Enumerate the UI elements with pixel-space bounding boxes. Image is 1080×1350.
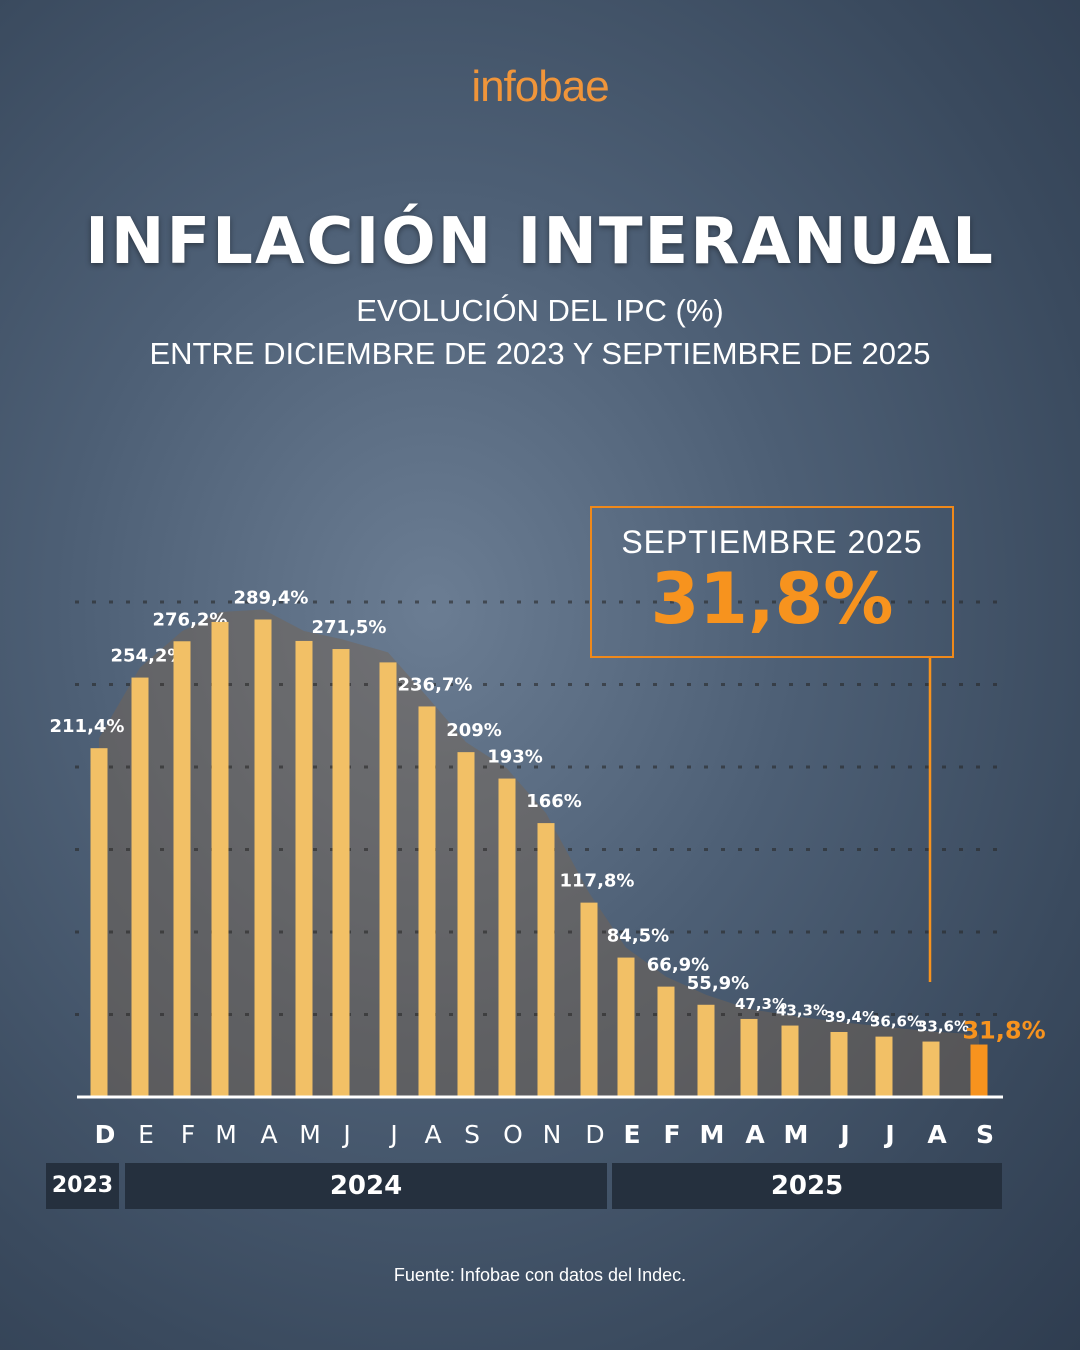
data-label: 289,4% [234, 587, 309, 608]
data-label: 193% [487, 747, 543, 768]
x-tick-label: S [464, 1120, 480, 1149]
x-tick-label: D [95, 1120, 116, 1149]
data-label: 271,5% [312, 617, 387, 638]
callout-label: SEPTIEMBRE 2025 [621, 524, 923, 560]
bar-20 [922, 1041, 940, 1097]
data-label: 33,6% [917, 1018, 969, 1036]
data-label: 31,8% [962, 1017, 1045, 1045]
x-tick-label: S [976, 1120, 994, 1149]
x-tick-label: A [260, 1120, 277, 1149]
x-tick-label: M [299, 1120, 321, 1149]
x-tick-label: J [883, 1120, 894, 1149]
bar-15 [697, 1004, 715, 1097]
year-band-2025: 2025 [612, 1163, 1002, 1209]
bar-10 [498, 778, 516, 1097]
x-tick-label: F [663, 1120, 680, 1149]
highlight-callout: SEPTIEMBRE 2025 31,8% [590, 506, 954, 658]
data-label: 47,3% [735, 995, 787, 1013]
source-note: Fuente: Infobae con datos del Indec. [393, 1265, 687, 1285]
data-label: 55,9% [687, 973, 749, 994]
bar-13 [617, 957, 635, 1097]
bar-14 [657, 986, 675, 1097]
x-tick-label: M [700, 1120, 725, 1149]
bar-8 [418, 706, 436, 1097]
bar-19 [875, 1036, 893, 1097]
x-tick-label: E [623, 1120, 640, 1149]
data-label: 117,8% [560, 871, 635, 892]
bar-0 [90, 748, 108, 1097]
data-label: 209% [446, 720, 502, 741]
year-band-2024: 2024 [125, 1163, 607, 1209]
bar-12 [580, 902, 598, 1097]
x-tick-label: N [543, 1120, 562, 1149]
data-label: 236,7% [398, 674, 473, 695]
data-label: 166% [526, 791, 582, 812]
bar-5 [295, 640, 313, 1097]
chart-subtitle-line2: ENTRE DICIEMBRE DE 2023 Y SEPTIEMBRE DE … [149, 336, 931, 371]
chart-subtitle-line1: EVOLUCIÓN DEL IPC (%) [356, 293, 724, 328]
x-tick-label: J [341, 1120, 350, 1149]
data-label: 211,4% [50, 716, 125, 737]
x-tick-label: D [585, 1120, 604, 1149]
data-label: 66,9% [647, 955, 709, 976]
chart-title: INFLACIÓN INTERANUAL [85, 205, 995, 279]
data-label: 36,6% [870, 1013, 922, 1031]
bar-7 [379, 662, 397, 1097]
x-tick-label: J [838, 1120, 849, 1149]
x-tick-label: M [784, 1120, 809, 1149]
x-tick-label: O [503, 1120, 523, 1149]
data-label: 39,4% [825, 1008, 877, 1026]
bar-1 [131, 677, 149, 1097]
bar-11 [537, 823, 555, 1097]
bar-18 [830, 1031, 848, 1097]
bar-9 [457, 752, 475, 1097]
x-tick-label: A [424, 1120, 441, 1149]
x-tick-label: F [181, 1120, 195, 1149]
x-tick-label: A [745, 1120, 765, 1149]
data-label: 276,2% [153, 609, 228, 630]
bar-6 [332, 649, 350, 1097]
data-label: 43,3% [776, 1002, 828, 1020]
x-tick-label: J [388, 1120, 397, 1149]
infobae-logo: infobae [471, 62, 609, 111]
x-tick-label: E [138, 1120, 154, 1149]
callout-value: 31,8% [650, 558, 894, 640]
data-label: 84,5% [607, 926, 669, 947]
bar-16 [740, 1018, 758, 1097]
x-tick-label: A [927, 1120, 947, 1149]
bar-4 [254, 619, 272, 1097]
bar-17 [781, 1025, 799, 1097]
bar-21 [970, 1044, 988, 1097]
bar-2 [173, 641, 191, 1097]
bar-3 [211, 621, 229, 1097]
x-tick-label: M [215, 1120, 237, 1149]
year-band-2023: 2023 [46, 1163, 119, 1209]
data-label: 254,2% [111, 646, 186, 667]
